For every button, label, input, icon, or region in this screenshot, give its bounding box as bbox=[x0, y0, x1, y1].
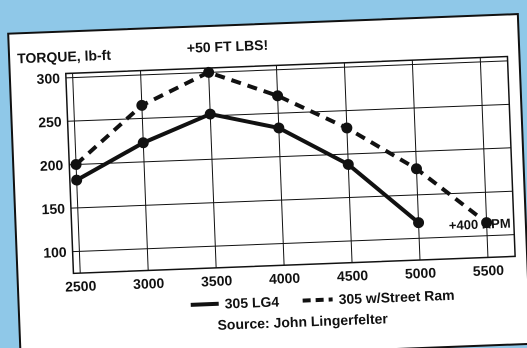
data-point-street-ram bbox=[203, 66, 215, 78]
x-tick-labels: 2500 3000 3500 4000 4500 5000 5500 bbox=[65, 262, 505, 295]
grid-line-x bbox=[207, 67, 217, 268]
x-tick-label: 5000 bbox=[405, 264, 437, 281]
y-tick-label: 200 bbox=[40, 157, 64, 174]
legend-label-street-ram: 305 w/Street Ram bbox=[338, 287, 454, 307]
data-point-street-ram bbox=[481, 217, 493, 229]
y-tick-label: 250 bbox=[38, 114, 62, 131]
y-tick-label: 150 bbox=[41, 200, 65, 217]
data-point-lg4 bbox=[342, 158, 354, 170]
x-tick-label: 4500 bbox=[337, 267, 369, 284]
series-line-lg4 bbox=[75, 112, 420, 225]
y-tick-label: 100 bbox=[43, 244, 67, 261]
x-tick-label: 3000 bbox=[133, 275, 165, 292]
grid-line-y bbox=[72, 234, 515, 253]
annotation-right: +400 RPM bbox=[449, 216, 511, 233]
data-point-lg4 bbox=[413, 217, 425, 229]
y-axis-label: TORQUE, lb-ft bbox=[17, 47, 112, 67]
x-tick-label: 4000 bbox=[269, 270, 301, 287]
data-point-lg4 bbox=[273, 122, 285, 134]
y-tick-label: 300 bbox=[36, 70, 60, 87]
series-points bbox=[70, 66, 493, 229]
x-tick-label: 3500 bbox=[201, 272, 233, 289]
annotation-top: +50 FT LBS! bbox=[187, 37, 269, 56]
legend-dashed-swatch bbox=[302, 297, 333, 303]
plot-area bbox=[64, 55, 516, 275]
y-tick-labels: 100 150 200 250 300 bbox=[36, 70, 67, 261]
grid-line-y bbox=[69, 147, 511, 166]
source-credit: Source: John Lingerfelter bbox=[217, 310, 388, 333]
data-point-street-ram bbox=[136, 99, 148, 111]
data-point-lg4 bbox=[71, 174, 83, 186]
data-point-street-ram bbox=[272, 90, 284, 102]
x-tick-label: 2500 bbox=[65, 277, 97, 294]
data-point-street-ram bbox=[410, 163, 422, 175]
data-point-lg4 bbox=[204, 108, 216, 120]
legend-solid-swatch bbox=[190, 301, 219, 307]
grid-line-x bbox=[72, 73, 81, 274]
x-tick-label: 5500 bbox=[473, 262, 505, 279]
data-point-lg4 bbox=[137, 137, 149, 149]
data-point-street-ram bbox=[341, 122, 353, 134]
grid-line-y bbox=[67, 103, 510, 122]
data-point-street-ram bbox=[70, 158, 82, 170]
grid-line-y bbox=[70, 190, 513, 209]
grid-line-y bbox=[65, 60, 508, 79]
legend-label-lg4: 305 LG4 bbox=[224, 293, 279, 311]
